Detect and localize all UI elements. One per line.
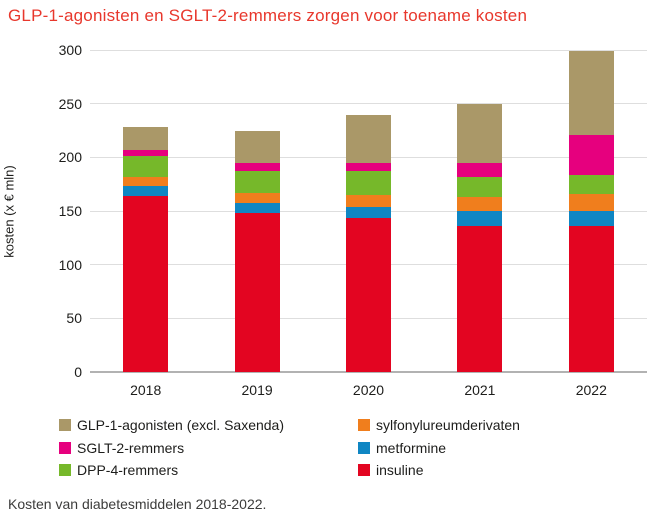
bar-segment-2019-metformine xyxy=(234,203,280,214)
bar-segment-2021-sylfonylureumderivaten xyxy=(457,197,503,211)
legend-swatch-metformine xyxy=(358,441,370,454)
bar-segment-2021-DPP-4-remmers xyxy=(457,176,503,198)
bar-segment-2019-SGLT-2-remmers xyxy=(234,162,280,172)
gridline-300 xyxy=(90,49,647,51)
legend-label: DPP-4-remmers xyxy=(77,462,179,478)
y-axis-title: kosten (x € mln) xyxy=(1,165,17,258)
chart-title: GLP-1-agonisten en SGLT-2-remmers zorgen… xyxy=(8,6,528,25)
y-tick-label-250: 250 xyxy=(58,95,82,112)
bar-segment-2020-SGLT-2-remmers xyxy=(346,162,391,172)
x-axis-line xyxy=(90,371,647,373)
legend-item-sylfonylureumderivaten: sylfonylureumderivaten xyxy=(358,414,520,436)
bar-segment-2018-insuline xyxy=(123,195,169,372)
legend-item-DPP-4-remmers: DPP-4-remmers xyxy=(59,459,178,481)
legend-item-GLP-1-agonisten (excl. Saxenda): GLP-1-agonisten (excl. Saxenda) xyxy=(59,414,284,436)
legend-label: GLP-1-agonisten (excl. Saxenda) xyxy=(77,417,284,433)
y-tick-label-0: 0 xyxy=(74,364,82,380)
y-tick-label-300: 300 xyxy=(58,42,82,58)
bar-segment-2022-insuline xyxy=(568,226,614,372)
bar-segment-2022-sylfonylureumderivaten xyxy=(568,193,614,211)
bar-segment-2021-metformine xyxy=(457,211,503,227)
bar-segment-2019-DPP-4-remmers xyxy=(234,171,280,193)
bar-segment-2018-sylfonylureumderivaten xyxy=(123,176,169,187)
bar-segment-2019-insuline xyxy=(234,213,280,372)
x-tick-label-2022: 2022 xyxy=(575,382,607,398)
bar-segment-2019-sylfonylureumderivaten xyxy=(234,192,280,204)
bar-segment-2020-GLP-1-agonisten (excl. Saxenda) xyxy=(346,115,391,163)
bar-2020 xyxy=(346,115,391,372)
legend-label: SGLT-2-remmers xyxy=(77,439,185,456)
legend-swatch-GLP-1-agonisten (excl. Saxenda) xyxy=(59,419,71,431)
bar-segment-2021-GLP-1-agonisten (excl. Saxenda) xyxy=(457,103,503,163)
legend-swatch-DPP-4-remmers xyxy=(59,464,71,476)
bar-segment-2021-insuline xyxy=(457,226,503,372)
y-tick-label-150: 150 xyxy=(58,203,82,219)
x-tick-label-2021: 2021 xyxy=(464,382,496,398)
plot-area xyxy=(90,49,647,373)
x-tick-label-2019: 2019 xyxy=(241,382,273,398)
legend-item-metformine: metformine xyxy=(358,437,446,459)
bar-2019 xyxy=(234,130,280,373)
legend: GLP-1-agonisten (excl. Saxenda) SGLT-2-re… xyxy=(0,413,657,483)
bar-segment-2020-DPP-4-remmers xyxy=(346,171,391,195)
legend-swatch-SGLT-2-remmers xyxy=(59,441,71,454)
legend-label: sylfonylureumderivaten xyxy=(376,417,520,433)
legend-label: insuline xyxy=(376,462,424,478)
bar-segment-2019-GLP-1-agonisten (excl. Saxenda) xyxy=(234,130,280,163)
bar-segment-2022-SGLT-2-remmers xyxy=(568,134,614,175)
bar-segment-2018-GLP-1-agonisten (excl. Saxenda) xyxy=(123,127,169,150)
x-tick-label-2018: 2018 xyxy=(130,382,162,398)
bar-2018 xyxy=(123,127,169,372)
chart-caption: Kosten van diabetesmiddelen 2018-2022. xyxy=(8,496,267,512)
legend-item-insuline: insuline xyxy=(358,459,423,481)
legend-item-SGLT-2-remmers: SGLT-2-remmers xyxy=(59,437,184,459)
legend-swatch-sylfonylureumderivaten xyxy=(358,419,370,431)
x-tick-label-2020: 2020 xyxy=(352,382,385,398)
bar-segment-2018-metformine xyxy=(123,186,169,196)
bar-segment-2020-sylfonylureumderivaten xyxy=(346,194,391,207)
legend-swatch-insuline xyxy=(358,464,370,476)
bar-segment-2022-metformine xyxy=(568,210,614,226)
bar-segment-2020-insuline xyxy=(346,218,391,372)
bar-segment-2022-GLP-1-agonisten (excl. Saxenda) xyxy=(568,51,614,135)
y-tick-label-50: 50 xyxy=(66,310,82,327)
y-tick-label-200: 200 xyxy=(58,149,82,166)
y-tick-label-100: 100 xyxy=(58,256,82,273)
bar-segment-2022-DPP-4-remmers xyxy=(568,174,614,194)
bar-segment-2018-SGLT-2-remmers xyxy=(123,149,169,157)
bar-2021 xyxy=(457,103,503,372)
bar-segment-2018-DPP-4-remmers xyxy=(123,156,169,177)
bar-2022 xyxy=(568,51,614,372)
gridline-250 xyxy=(90,103,647,105)
bar-segment-2020-metformine xyxy=(346,206,391,219)
legend-label: metformine xyxy=(376,439,447,456)
bar-segment-2021-SGLT-2-remmers xyxy=(457,162,503,177)
